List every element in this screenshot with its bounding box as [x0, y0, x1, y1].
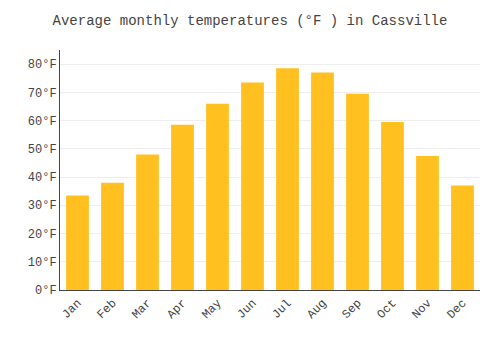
svg-text:Feb: Feb — [94, 297, 119, 322]
svg-text:Sep: Sep — [339, 297, 364, 322]
svg-text:60°F: 60°F — [28, 115, 57, 129]
svg-text:10°F: 10°F — [28, 256, 57, 270]
svg-text:30°F: 30°F — [28, 199, 57, 213]
svg-text:40°F: 40°F — [28, 171, 57, 185]
svg-text:Jan: Jan — [59, 297, 84, 322]
svg-text:80°F: 80°F — [28, 58, 57, 72]
svg-text:Oct: Oct — [374, 297, 399, 322]
svg-text:Mar: Mar — [129, 297, 154, 322]
svg-text:Average monthly temperatures (: Average monthly temperatures (°F ) in Ca… — [53, 13, 448, 29]
svg-text:Jul: Jul — [269, 297, 294, 322]
svg-text:Nov: Nov — [409, 297, 434, 322]
svg-text:Apr: Apr — [164, 297, 189, 322]
svg-text:Dec: Dec — [444, 297, 469, 322]
svg-text:50°F: 50°F — [28, 143, 57, 157]
svg-text:70°F: 70°F — [28, 87, 57, 101]
svg-text:0°F: 0°F — [35, 284, 57, 298]
svg-text:Aug: Aug — [304, 297, 329, 322]
svg-text:20°F: 20°F — [28, 228, 57, 242]
svg-text:Jun: Jun — [234, 297, 259, 322]
svg-text:May: May — [199, 297, 224, 322]
